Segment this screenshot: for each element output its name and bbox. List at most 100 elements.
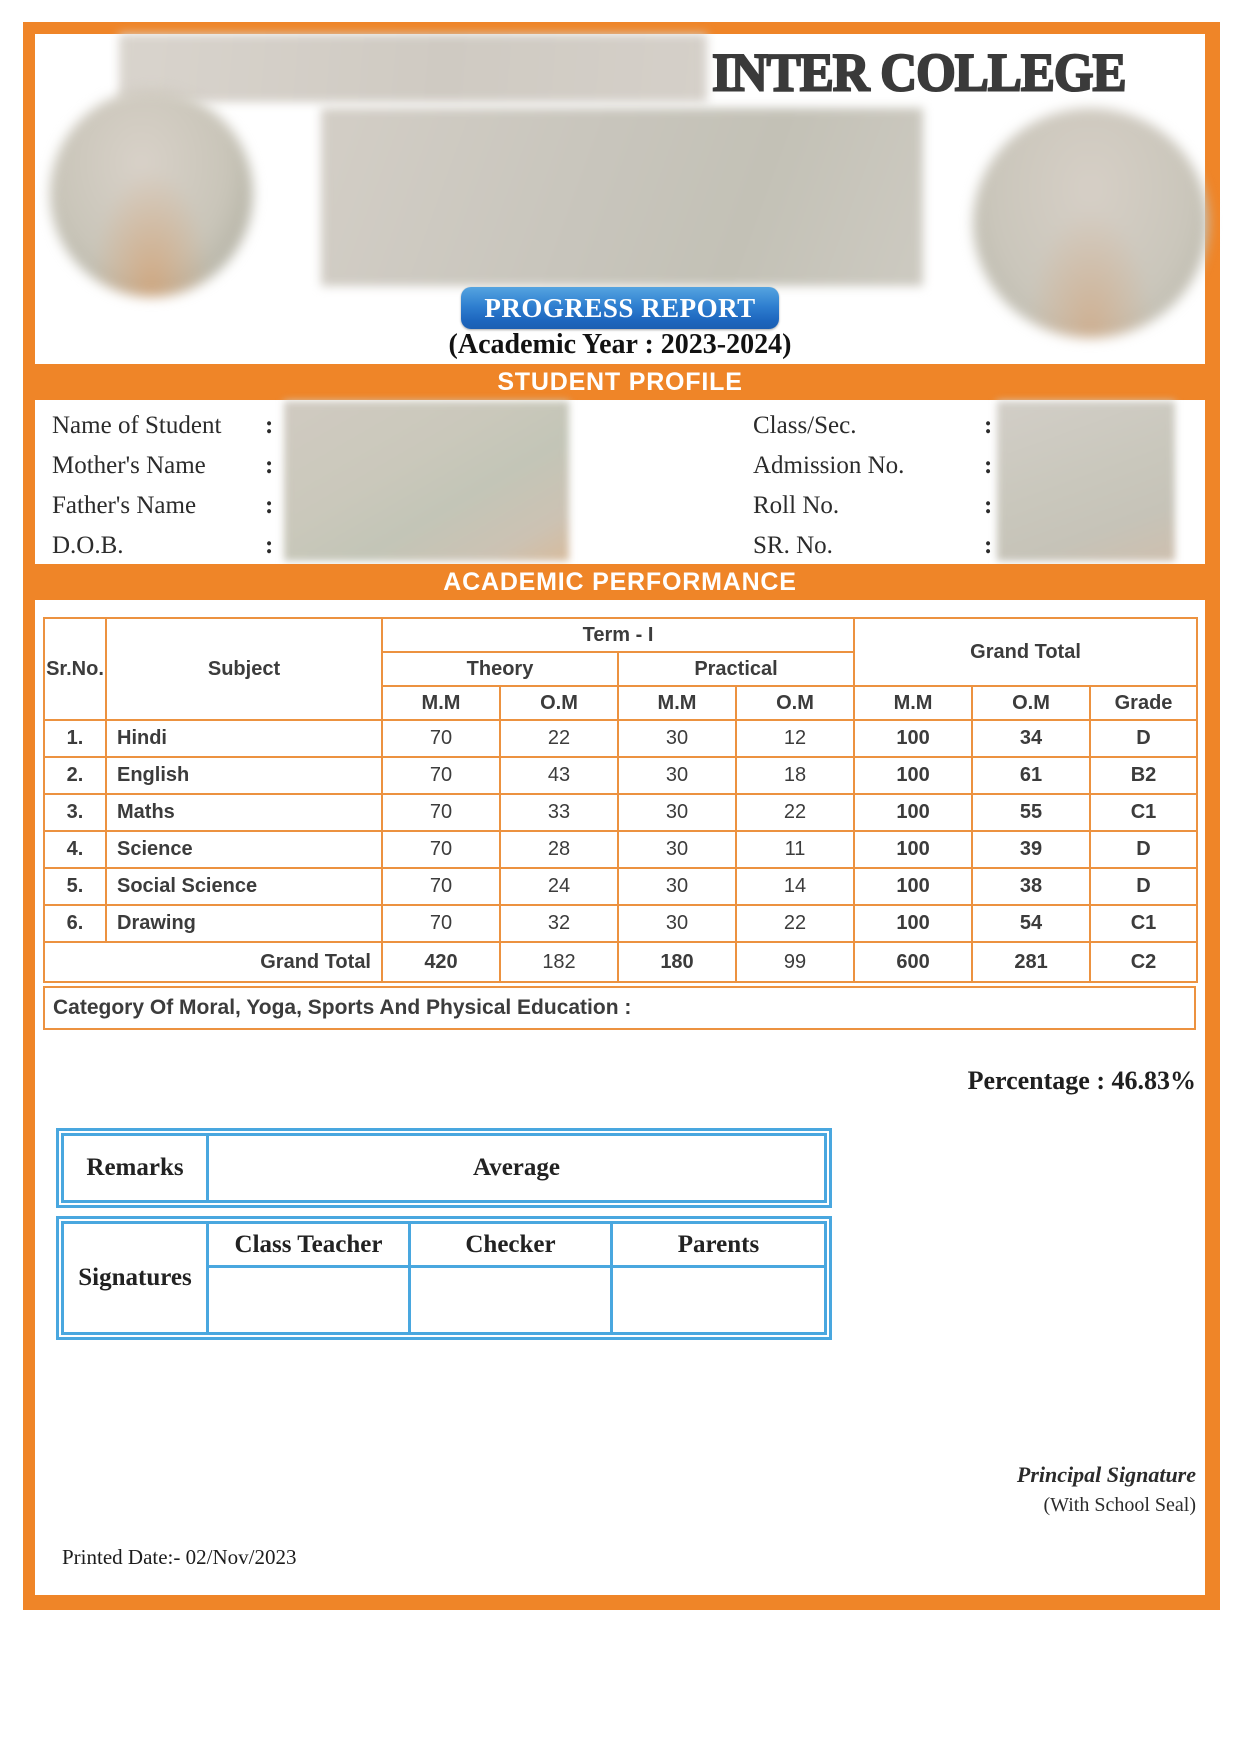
grand-om-cell: 38 (971, 867, 1092, 906)
total-theory-om: 182 (499, 941, 619, 983)
grand-om-cell: 39 (971, 830, 1092, 869)
academic-year-label: (Academic Year : 2023-2024) (448, 329, 792, 360)
profile-field-label: SR. No. (753, 532, 833, 559)
grand-mm-cell: 100 (853, 719, 974, 758)
header-grade: Grade (1089, 685, 1199, 721)
total-grade: C2 (1089, 941, 1199, 983)
profile-field-label: Admission No. (753, 452, 905, 479)
subject-row: 4. Science 70 28 30 11 100 39 D (43, 830, 1199, 869)
remarks-box: Remarks Average (56, 1128, 832, 1208)
practical-om-cell: 14 (734, 867, 856, 906)
theory-om-cell: 32 (499, 904, 619, 943)
profile-fields-right: Class/Sec. : Admission No. : Roll No. : … (753, 406, 992, 566)
total-theory-mm: 420 (381, 941, 501, 983)
college-title: INTER COLLEGE (711, 43, 1128, 104)
theory-mm-cell: 70 (381, 756, 501, 795)
theory-mm-cell: 70 (381, 793, 501, 832)
percentage-label: Percentage : 46.83% (967, 1066, 1196, 1095)
practical-mm-cell: 30 (617, 830, 737, 869)
redacted-school-name (119, 34, 707, 102)
theory-mm-cell: 70 (381, 867, 501, 906)
signature-cell-class-teacher (206, 1265, 411, 1335)
total-grand-om: 281 (971, 941, 1092, 983)
subject-row: 2. English 70 43 30 18 100 61 B2 (43, 756, 1199, 795)
student-profile-section-bar: STUDENT PROFILE (35, 364, 1205, 400)
profile-field-colon: : (984, 532, 993, 559)
marks-table: Sr.No. Subject Term - I Grand Total Theo… (43, 617, 1199, 983)
subject-cell: Maths (105, 793, 383, 832)
practical-om-cell: 12 (734, 719, 856, 758)
subject-cell: English (105, 756, 383, 795)
grand-mm-cell: 100 (853, 904, 974, 943)
header-theory-mm: M.M (381, 685, 501, 721)
signatures-box: Signatures Class Teacher Checker Parents (56, 1216, 832, 1340)
remarks-value: Average (206, 1133, 827, 1203)
grade-cell: C1 (1089, 904, 1199, 943)
signature-cell-parents (610, 1265, 827, 1335)
profile-field-row: Mother's Name : (52, 446, 273, 486)
printed-date: Printed Date:- 02/Nov/2023 (62, 1545, 297, 1569)
remarks-label: Remarks (61, 1133, 209, 1203)
subject-cell: Drawing (105, 904, 383, 943)
grand-total-label: Grand Total (43, 941, 383, 983)
sr-no-cell: 4. (43, 830, 107, 869)
profile-field-row: SR. No. : (753, 526, 992, 566)
header-practical: Practical (616, 651, 856, 687)
marks-table-header: Sr.No. Subject Term - I Grand Total Theo… (43, 617, 1199, 721)
subject-cell: Hindi (105, 719, 383, 758)
profile-field-label: Mother's Name (52, 452, 206, 479)
page-border (23, 22, 1220, 1610)
subject-row: 6. Drawing 70 32 30 22 100 54 C1 (43, 904, 1199, 943)
grand-mm-cell: 100 (853, 756, 974, 795)
header-theory-om: O.M (499, 685, 619, 721)
header-total-om: O.M (971, 685, 1092, 721)
theory-om-cell: 43 (499, 756, 619, 795)
header-theory: Theory (381, 651, 619, 687)
profile-field-row: Roll No. : (753, 486, 992, 526)
signatures-label: Signatures (61, 1221, 209, 1335)
sr-no-cell: 6. (43, 904, 107, 943)
theory-mm-cell: 70 (381, 830, 501, 869)
profile-field-label: Name of Student (52, 412, 222, 439)
profile-field-colon: : (984, 452, 993, 479)
subject-cell: Social Science (105, 867, 383, 906)
signature-col-checker: Checker (408, 1221, 613, 1268)
school-logo-left (50, 90, 253, 297)
school-logo-right (973, 108, 1208, 338)
practical-mm-cell: 30 (617, 904, 737, 943)
grand-mm-cell: 100 (853, 830, 974, 869)
practical-om-cell: 22 (734, 793, 856, 832)
practical-mm-cell: 30 (617, 793, 737, 832)
profile-field-colon: : (984, 492, 993, 519)
practical-mm-cell: 30 (617, 867, 737, 906)
profile-field-colon: : (265, 532, 274, 559)
theory-mm-cell: 70 (381, 719, 501, 758)
profile-field-label: D.O.B. (52, 532, 124, 559)
sr-no-cell: 1. (43, 719, 107, 758)
profile-field-colon: : (265, 492, 274, 519)
redacted-school-address (321, 108, 923, 286)
subject-cell: Science (105, 830, 383, 869)
profile-field-label: Class/Sec. (753, 412, 857, 439)
profile-field-row: Class/Sec. : (753, 406, 992, 446)
grade-cell: D (1089, 830, 1199, 869)
theory-om-cell: 33 (499, 793, 619, 832)
profile-field-label: Father's Name (52, 492, 197, 519)
category-note: Category Of Moral, Yoga, Sports And Phys… (43, 986, 1196, 1030)
header-total-mm: M.M (853, 685, 974, 721)
profile-field-label: Roll No. (753, 492, 840, 519)
school-seal-note: (With School Seal) (1043, 1494, 1197, 1516)
practical-om-cell: 11 (734, 830, 856, 869)
grade-cell: D (1089, 867, 1199, 906)
marks-table-body: 1. Hindi 70 22 30 12 100 34 D 2. English… (43, 719, 1199, 943)
profile-field-row: D.O.B. : (52, 526, 273, 566)
practical-mm-cell: 30 (617, 719, 737, 758)
grand-om-cell: 34 (971, 719, 1092, 758)
header-term-1: Term - I (380, 617, 856, 653)
header-practical-om: O.M (734, 685, 856, 721)
principal-signature-label: Principal Signature (1016, 1462, 1196, 1487)
sr-no-cell: 5. (43, 867, 107, 906)
signature-cell-checker (408, 1265, 613, 1335)
header-sr-no: Sr.No. (43, 617, 107, 721)
